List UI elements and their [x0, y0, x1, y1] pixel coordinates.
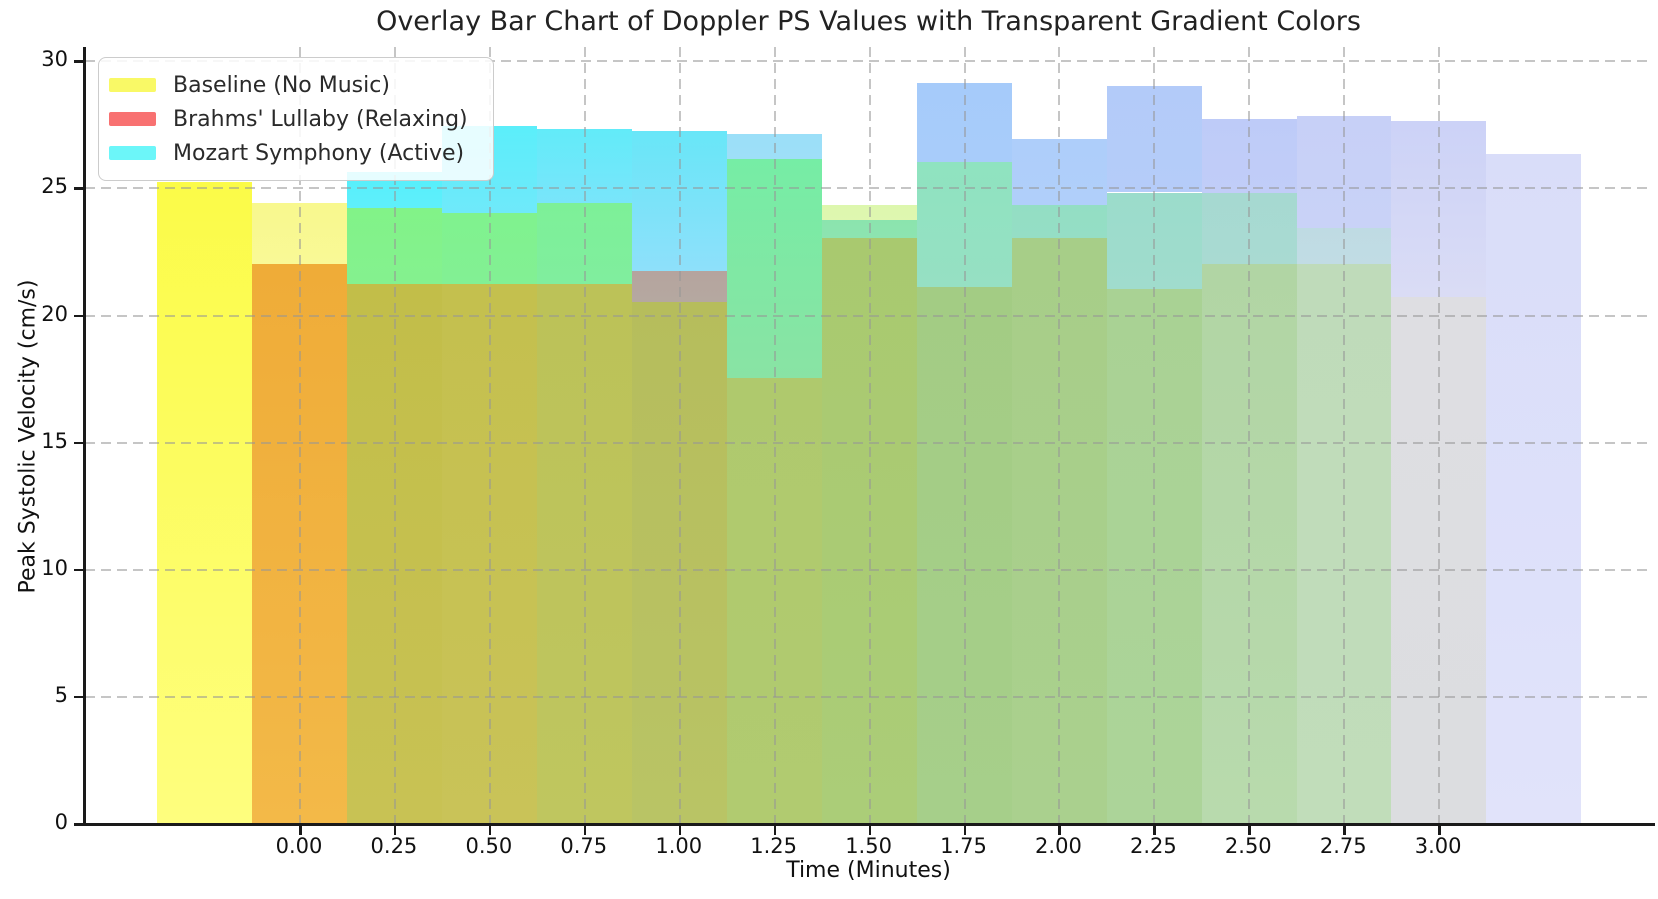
bar-segment [632, 271, 727, 302]
bar-segment [916, 83, 1012, 162]
bar-segment [821, 205, 917, 221]
legend-label: Mozart Symphony (Active) [173, 140, 465, 166]
legend-label: Baseline (No Music) [173, 72, 390, 98]
bar-segment [442, 212, 538, 285]
bar-segment [916, 286, 1012, 823]
x-tick-label: 1.00 [655, 834, 703, 858]
bar-segment [537, 284, 633, 823]
bar-segment [1106, 192, 1202, 290]
bar-segment [347, 284, 443, 823]
legend-label: Brahms' Lullaby (Relaxing) [173, 106, 468, 132]
x-tick [1438, 826, 1441, 835]
bar-segment [632, 131, 727, 272]
x-tick [583, 826, 587, 835]
bar-segment [442, 284, 538, 823]
bar-segment [252, 263, 348, 823]
bar-segment [537, 202, 633, 285]
y-tick-label: 5 [54, 682, 68, 707]
bar-segment [726, 159, 822, 379]
bar-segment [821, 238, 917, 823]
x-tick [868, 826, 872, 835]
y-tick [74, 568, 83, 572]
y-tick-label: 20 [41, 301, 68, 326]
bar-segment [1201, 192, 1297, 264]
y-tick-label: 15 [41, 428, 68, 453]
x-tick-label: 0.25 [370, 834, 418, 858]
y-tick [74, 187, 83, 190]
bar-segment [632, 301, 727, 823]
x-tick-label: 3.00 [1414, 834, 1462, 858]
x-tick-label: 0.50 [465, 834, 513, 858]
x-tick [963, 826, 966, 835]
x-tick [1058, 826, 1061, 835]
x-tick [299, 826, 302, 835]
x-tick [393, 826, 397, 835]
bar-segment [1106, 289, 1202, 823]
y-tick [74, 823, 83, 826]
x-tick-label: 1.50 [845, 834, 892, 858]
x-tick-label: 2.00 [1035, 834, 1082, 858]
bar-segment [1011, 139, 1107, 206]
y-tick [74, 441, 83, 445]
y-tick-label: 0 [54, 810, 68, 834]
bar-segment [1296, 228, 1392, 264]
y-tick [74, 314, 83, 318]
bar-segment [726, 134, 822, 160]
bar-segment [347, 207, 443, 285]
x-axis-spine [83, 823, 1655, 826]
bar-segment [916, 162, 1012, 287]
bar-segment [252, 202, 348, 264]
bar-segment [1391, 296, 1487, 823]
bar-segment [1011, 238, 1107, 823]
legend: Baseline (No Music) Brahms' Lullaby (Rela… [98, 57, 494, 181]
y-axis-spine [83, 47, 86, 826]
x-tick [1248, 826, 1251, 835]
y-tick-label: 25 [41, 174, 68, 199]
x-tick-label: 0.00 [275, 834, 323, 858]
bar-segment [1296, 116, 1392, 229]
legend-swatch [109, 112, 156, 126]
bar-segment [821, 220, 917, 239]
x-tick-label: 2.75 [1319, 834, 1367, 858]
bar-segment [1201, 263, 1297, 823]
bar-segment [1011, 205, 1107, 239]
bar-segment [1106, 85, 1202, 193]
x-tick-label: 1.25 [750, 834, 798, 858]
x-axis-label: Time (Minutes) [786, 858, 951, 883]
x-tick [488, 826, 492, 835]
x-tick [1153, 826, 1156, 835]
y-tick [74, 60, 83, 63]
y-tick [74, 695, 83, 699]
bar-segment [157, 182, 253, 823]
x-tick [1343, 826, 1346, 835]
legend-item: Baseline (No Music) [109, 68, 479, 102]
bar-segment [1486, 154, 1582, 823]
y-tick-label: 10 [41, 555, 68, 580]
x-tick-label: 0.75 [560, 834, 608, 858]
x-tick-label: 2.50 [1224, 834, 1272, 858]
legend-item: Brahms' Lullaby (Relaxing) [109, 102, 479, 136]
x-tick [678, 826, 682, 835]
bar-segment [1391, 121, 1487, 297]
bar-segment [726, 378, 822, 823]
bar-segment [1201, 118, 1297, 193]
legend-item: Mozart Symphony (Active) [109, 136, 479, 170]
y-tick-label: 30 [41, 47, 68, 72]
chart-title: Overlay Bar Chart of Doppler PS Values w… [376, 6, 1361, 37]
x-tick-label: 1.75 [940, 834, 987, 858]
legend-swatch [109, 78, 156, 92]
legend-swatch [109, 146, 156, 160]
x-tick-label: 2.25 [1129, 834, 1177, 858]
x-tick [773, 826, 777, 835]
bar-segment [537, 128, 633, 203]
bar-segment [1296, 263, 1392, 823]
